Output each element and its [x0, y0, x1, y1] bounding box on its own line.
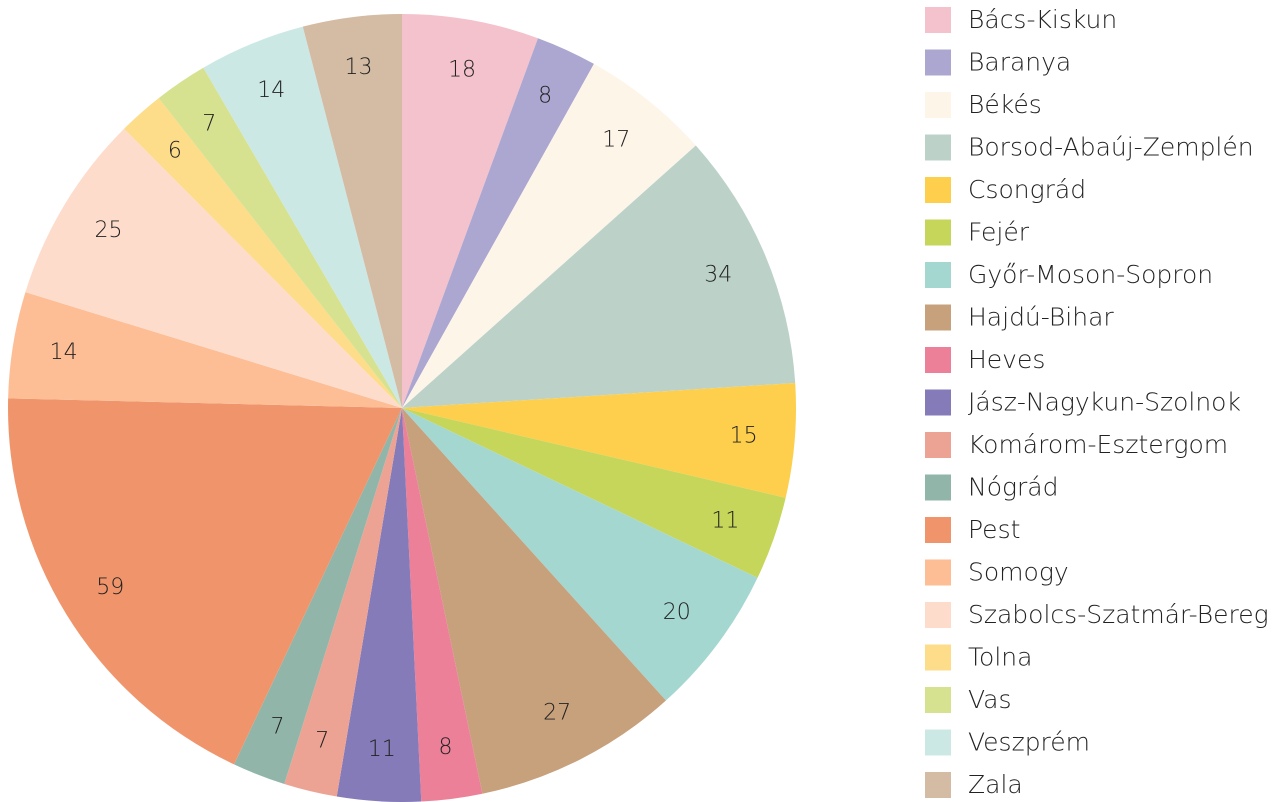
legend-swatch — [925, 7, 951, 33]
data-label: 7 — [270, 714, 284, 739]
legend-swatch — [925, 729, 951, 756]
data-label: 14 — [257, 78, 285, 103]
pie-slice — [402, 382, 796, 498]
legend-text: Bács-Kiskun — [968, 5, 1117, 34]
legend-swatch — [925, 432, 951, 458]
data-label: 11 — [368, 737, 396, 762]
legend-text: Vas — [968, 685, 1012, 714]
pie-slice — [284, 408, 402, 797]
legend-text: Heves — [968, 345, 1045, 374]
legend-swatch — [925, 602, 951, 628]
pie-slice — [402, 145, 796, 408]
data-label: 7 — [315, 728, 329, 753]
legend-text: Somogy — [968, 558, 1069, 587]
data-label: 17 — [602, 127, 630, 152]
pie-slice — [402, 408, 786, 578]
pie-slice — [402, 408, 758, 701]
pie-slice — [402, 408, 666, 794]
legend-swatch — [925, 134, 951, 161]
legend-swatch — [925, 687, 951, 713]
legend-swatch — [925, 219, 951, 246]
legend-swatch — [925, 772, 951, 798]
legend-text: Pest — [968, 515, 1020, 544]
pie-slice — [158, 67, 402, 408]
legend-text: Baranya — [968, 48, 1071, 77]
data-label: 25 — [95, 218, 123, 243]
legend-text: Hajdú-Bihar — [968, 303, 1114, 332]
pie-slice — [203, 26, 402, 408]
pie-slice — [302, 13, 402, 408]
legend-text: Jász-Nagykun-Szolnok — [968, 388, 1241, 417]
pie-slice — [402, 14, 538, 408]
legend-swatch — [925, 304, 951, 331]
pie-slice — [8, 292, 403, 408]
legend-swatch — [925, 347, 951, 373]
data-label: 27 — [543, 701, 571, 726]
legend-swatch — [925, 474, 951, 501]
data-label: 13 — [345, 55, 373, 80]
legend-text: Szabolcs-Szatmár-Bereg — [968, 600, 1269, 629]
data-label: 59 — [96, 575, 124, 600]
legend-swatch — [925, 389, 951, 416]
legend-swatch — [925, 517, 951, 543]
legend-text: Fejér — [968, 218, 1030, 247]
pie-slice — [402, 63, 696, 408]
legend-swatch — [925, 644, 951, 671]
legend-text: Komárom-Esztergom — [968, 430, 1228, 459]
legend-text: Békés — [968, 90, 1042, 119]
data-label: 6 — [168, 138, 182, 163]
data-label: 7 — [202, 112, 216, 137]
pie-slice — [336, 408, 422, 802]
legend-text: Zala — [968, 770, 1023, 799]
legend-swatch — [925, 92, 951, 118]
legend-text: Borsod-Abaúj-Zemplén — [968, 133, 1254, 162]
pie-slice — [124, 98, 402, 409]
pie-slice — [7, 398, 402, 765]
data-label: 8 — [538, 84, 552, 109]
data-label: 20 — [663, 600, 691, 625]
data-label: 34 — [704, 263, 732, 288]
legend-text: Győr-Moson-Sopron — [968, 260, 1213, 289]
legend-swatch — [925, 49, 951, 76]
data-label: 8 — [438, 735, 452, 760]
legend-swatch — [925, 262, 951, 288]
legend-text: Csongrád — [968, 175, 1086, 204]
legend-swatch — [925, 559, 951, 586]
data-label: 14 — [50, 340, 78, 365]
legend-text: Veszprém — [968, 728, 1090, 757]
legend-text: Nógrád — [968, 473, 1058, 502]
pie-slice — [234, 408, 402, 785]
legend-swatch — [925, 177, 951, 203]
pie-slice — [402, 38, 594, 408]
data-label: 11 — [711, 509, 739, 534]
legend-text: Tolna — [968, 643, 1032, 672]
pie-slice — [402, 408, 483, 802]
data-label: 18 — [448, 58, 476, 83]
data-label: 15 — [730, 423, 758, 448]
pie-slice — [25, 128, 403, 408]
